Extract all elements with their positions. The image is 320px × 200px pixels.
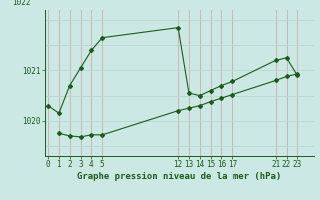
X-axis label: Graphe pression niveau de la mer (hPa): Graphe pression niveau de la mer (hPa) (77, 172, 281, 181)
Text: 1022: 1022 (12, 0, 31, 7)
